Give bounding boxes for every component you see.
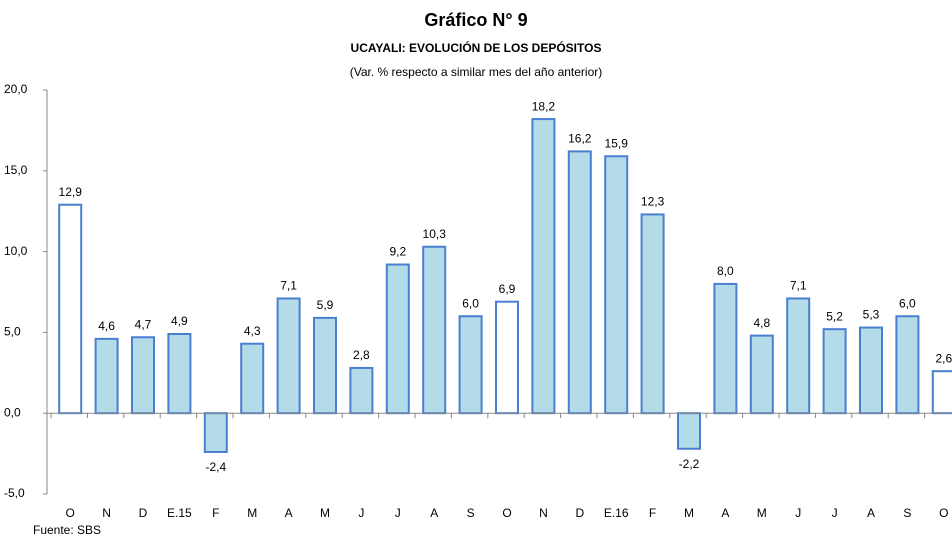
x-tick-label: F bbox=[649, 506, 656, 520]
value-label: 16,2 bbox=[568, 132, 592, 146]
bar bbox=[640, 213, 665, 415]
bar bbox=[385, 263, 410, 415]
x-tick-label: E.16 bbox=[604, 506, 629, 520]
value-label: 4,9 bbox=[171, 314, 188, 328]
bar bbox=[822, 328, 847, 415]
x-tick-label: S bbox=[903, 506, 911, 520]
x-tick-label: A bbox=[285, 506, 293, 520]
chart-title: Gráfico N° 9 bbox=[424, 10, 527, 30]
y-tick-label: 0,0 bbox=[4, 405, 21, 419]
value-label: 15,9 bbox=[605, 136, 629, 150]
y-tick-label: 20,0 bbox=[4, 82, 28, 96]
bar bbox=[349, 366, 374, 415]
x-tick-label: F bbox=[212, 506, 219, 520]
value-label: 8,0 bbox=[717, 264, 734, 278]
value-label: 4,7 bbox=[135, 317, 152, 331]
value-label: 12,3 bbox=[641, 195, 665, 209]
x-tick-label: M bbox=[247, 506, 257, 520]
y-tick-label: -5,0 bbox=[4, 486, 25, 500]
x-tick-label: J bbox=[832, 506, 838, 520]
value-label: -2,4 bbox=[205, 460, 226, 474]
bar bbox=[677, 412, 701, 450]
x-tick-label: M bbox=[320, 506, 330, 520]
value-label: 6,0 bbox=[899, 296, 916, 310]
x-tick-label: D bbox=[139, 506, 148, 520]
value-label: 5,2 bbox=[826, 309, 843, 323]
bar bbox=[931, 370, 952, 415]
x-tick-label: J bbox=[395, 506, 401, 520]
chart-subtitle: UCAYALI: EVOLUCIÓN DE LOS DEPÓSITOS bbox=[351, 40, 602, 55]
bar bbox=[458, 315, 483, 415]
x-tick-label: A bbox=[430, 506, 438, 520]
bar bbox=[567, 150, 592, 415]
bar bbox=[895, 315, 920, 415]
bar bbox=[94, 337, 119, 415]
x-tick-label: O bbox=[502, 506, 511, 520]
y-tick-label: 5,0 bbox=[4, 325, 21, 339]
x-tick-label: A bbox=[721, 506, 729, 520]
source: Fuente: SBS bbox=[33, 523, 101, 537]
bar bbox=[203, 412, 228, 453]
bar bbox=[531, 118, 556, 415]
value-label: -2,2 bbox=[679, 457, 700, 471]
bar bbox=[58, 203, 83, 415]
bar bbox=[786, 297, 811, 415]
chart-note: (Var. % respecto a similar mes del año a… bbox=[350, 65, 603, 79]
x-tick-label: N bbox=[102, 506, 111, 520]
bar bbox=[859, 326, 883, 415]
value-label: 4,8 bbox=[753, 316, 770, 330]
y-tick-label: 15,0 bbox=[4, 163, 28, 177]
value-label: 10,3 bbox=[423, 227, 447, 241]
value-label: 9,2 bbox=[389, 245, 406, 259]
x-tick-label: E.15 bbox=[167, 506, 192, 520]
value-label: 12,9 bbox=[59, 185, 83, 199]
bar bbox=[604, 155, 629, 415]
bar bbox=[422, 245, 447, 415]
value-label: 2,6 bbox=[935, 351, 952, 365]
bar bbox=[749, 334, 774, 415]
value-label: 5,3 bbox=[863, 308, 880, 322]
value-label: 5,9 bbox=[317, 298, 334, 312]
bar bbox=[495, 300, 519, 415]
x-tick-label: O bbox=[66, 506, 75, 520]
x-tick-label: N bbox=[539, 506, 548, 520]
value-label: 2,8 bbox=[353, 348, 370, 362]
x-tick-label: O bbox=[939, 506, 948, 520]
x-tick-label: J bbox=[795, 506, 801, 520]
bar bbox=[131, 336, 155, 415]
x-tick-label: M bbox=[757, 506, 767, 520]
bar bbox=[276, 297, 301, 415]
value-label: 4,3 bbox=[244, 324, 261, 338]
x-tick-label: D bbox=[575, 506, 584, 520]
value-label: 7,1 bbox=[790, 279, 807, 293]
x-tick-label: A bbox=[867, 506, 875, 520]
value-label: 6,0 bbox=[462, 296, 479, 310]
x-tick-label: J bbox=[358, 506, 364, 520]
value-label: 4,6 bbox=[98, 319, 115, 333]
bar bbox=[240, 342, 265, 415]
bar bbox=[313, 316, 337, 415]
bar bbox=[713, 282, 738, 415]
x-tick-label: M bbox=[684, 506, 694, 520]
x-tick-label: S bbox=[467, 506, 475, 520]
y-tick-label: 10,0 bbox=[4, 244, 28, 258]
value-label: 18,2 bbox=[532, 99, 556, 113]
value-label: 6,9 bbox=[499, 282, 516, 296]
value-label: 7,1 bbox=[280, 279, 297, 293]
bar bbox=[167, 333, 192, 415]
